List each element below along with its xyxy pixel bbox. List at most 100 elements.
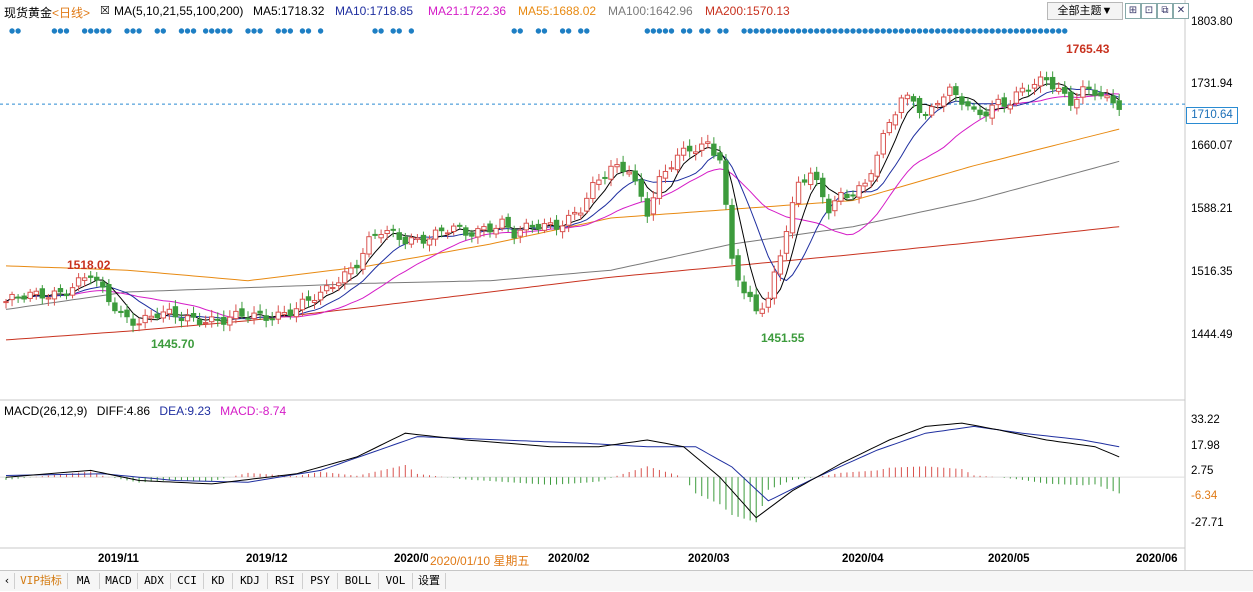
- macd-tick: 2.75: [1191, 465, 1214, 477]
- candle-body: [820, 177, 826, 198]
- tab-cci[interactable]: CCI: [171, 573, 204, 589]
- ma55-value: MA55:1688.02: [518, 4, 597, 18]
- tab-kdj[interactable]: KDJ: [233, 573, 268, 589]
- candle-body: [898, 97, 905, 113]
- signal-dot: [1001, 28, 1007, 34]
- signal-dot: [1025, 28, 1032, 34]
- tab-scroll-left[interactable]: ‹: [0, 573, 15, 589]
- candle-body: [330, 287, 336, 290]
- x-tick: 2020/0: [394, 553, 430, 565]
- candle-body: [1086, 86, 1092, 90]
- period-label[interactable]: <日线>: [52, 6, 91, 20]
- candle-body: [1049, 76, 1056, 90]
- signal-dot: [983, 28, 989, 34]
- candle-body: [953, 86, 959, 96]
- candle-body: [311, 299, 318, 304]
- candle-body: [995, 98, 1001, 106]
- restore-icon[interactable]: ⧉: [1157, 3, 1173, 19]
- signal-dot: [396, 28, 402, 34]
- signal-dot: [771, 28, 778, 34]
- candle-body: [862, 182, 868, 187]
- candle-body: [807, 172, 814, 186]
- candle-body: [178, 318, 185, 322]
- candlesticks: [3, 71, 1122, 333]
- signal-dot: [741, 28, 747, 34]
- signal-dot: [868, 28, 874, 34]
- candle-body: [63, 293, 70, 297]
- candle-body: [154, 313, 160, 319]
- ma-line-ma100: [5, 160, 1120, 310]
- candle-body: [638, 179, 644, 197]
- candle-body: [481, 226, 487, 231]
- candle-body: [674, 154, 681, 171]
- candle-body: [1031, 83, 1038, 89]
- macd-dea-line: [5, 425, 1120, 502]
- chart-grid: [0, 0, 1186, 570]
- macd-tick: -27.71: [1191, 517, 1224, 529]
- candle-body: [650, 197, 657, 215]
- tab-settings[interactable]: 设置: [413, 573, 446, 589]
- tab-psy[interactable]: PSY: [303, 573, 338, 589]
- candle-body: [856, 185, 862, 198]
- candle-body: [916, 97, 923, 113]
- signal-dot: [717, 28, 723, 34]
- signal-dot: [935, 28, 941, 34]
- tab-rsi[interactable]: RSI: [268, 573, 303, 589]
- theme-select[interactable]: 全部主题▼: [1047, 2, 1123, 20]
- candle-body: [511, 229, 517, 239]
- signal-dot: [892, 28, 899, 34]
- symbol-name[interactable]: 现货黄金: [4, 6, 53, 20]
- candle-body: [777, 255, 784, 275]
- signal-dot: [88, 28, 94, 34]
- candle-body: [1110, 95, 1116, 104]
- signal-dot: [699, 28, 705, 34]
- macd-diff-line: [5, 422, 1120, 519]
- ma-line-ma10: [5, 88, 1120, 321]
- candle-body: [299, 298, 306, 311]
- candle-body: [928, 106, 935, 116]
- candle-body: [233, 310, 239, 320]
- tab-macd[interactable]: MACD: [100, 573, 138, 589]
- candle-body: [130, 318, 136, 326]
- candle-body: [348, 267, 354, 275]
- tab-adx[interactable]: ADX: [138, 573, 171, 589]
- candle-body: [69, 287, 76, 296]
- candle-body: [838, 192, 844, 202]
- close-icon[interactable]: ✕: [1173, 3, 1189, 19]
- signal-dot: [184, 28, 191, 34]
- signal-dot: [959, 28, 965, 34]
- macd-dea: DEA:9.23: [159, 404, 211, 418]
- signal-dot: [584, 28, 590, 34]
- tab-vol[interactable]: VOL: [379, 573, 413, 589]
- candle-body: [142, 314, 148, 324]
- candle-body: [1116, 100, 1122, 110]
- tab-ma[interactable]: MA: [68, 573, 100, 589]
- signal-dot: [801, 28, 808, 34]
- candle-body: [15, 296, 21, 299]
- candle-body: [305, 296, 312, 301]
- candle-body: [565, 214, 572, 226]
- crosshair-icon[interactable]: ⊞: [1125, 3, 1141, 19]
- candle-body: [106, 284, 112, 303]
- signal-dot: [317, 28, 324, 34]
- candle-body: [39, 288, 45, 299]
- candle-body: [487, 223, 493, 233]
- candle-body: [1062, 86, 1068, 94]
- candle-body: [336, 282, 342, 287]
- candle-body: [493, 227, 499, 235]
- price-tick: 1516.35: [1191, 266, 1233, 278]
- candle-body: [202, 322, 209, 325]
- expand-icon[interactable]: ⊡: [1141, 3, 1157, 19]
- candle-body: [396, 232, 402, 240]
- signal-dot: [1013, 28, 1020, 34]
- signal-dot: [1062, 28, 1068, 34]
- candle-body: [245, 317, 251, 320]
- tab-vip[interactable]: VIP指标: [15, 573, 68, 589]
- candle-body: [209, 316, 215, 323]
- candle-body: [626, 171, 632, 175]
- candle-body: [118, 310, 124, 314]
- tab-boll[interactable]: BOLL: [338, 573, 379, 589]
- ma-settings-icon[interactable]: ☒: [100, 5, 110, 17]
- tab-kd[interactable]: KD: [204, 573, 233, 589]
- high-label: 1765.43: [1066, 42, 1110, 56]
